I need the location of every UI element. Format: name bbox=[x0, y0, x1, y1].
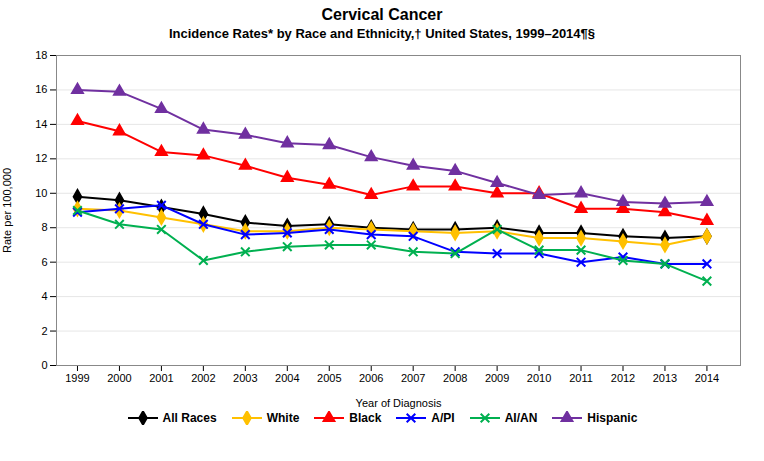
svg-text:2: 2 bbox=[41, 325, 47, 337]
svg-text:2006: 2006 bbox=[359, 372, 383, 384]
svg-text:16: 16 bbox=[35, 83, 47, 95]
svg-text:2014: 2014 bbox=[695, 372, 719, 384]
svg-text:2013: 2013 bbox=[653, 372, 677, 384]
svg-text:12: 12 bbox=[35, 152, 47, 164]
html-text:Incidence Rates* by Race and E: Incidence Rates* by Race and Ethnicity,†… bbox=[169, 26, 595, 41]
svg-text:10: 10 bbox=[35, 187, 47, 199]
svg-text:2010: 2010 bbox=[527, 372, 551, 384]
svg-text:2005: 2005 bbox=[317, 372, 341, 384]
html-text:Cervical Cancer: Cervical Cancer bbox=[321, 6, 443, 23]
html-text:Black: Black bbox=[349, 411, 382, 425]
svg-text:2007: 2007 bbox=[401, 372, 425, 384]
svg-text:6: 6 bbox=[41, 256, 47, 268]
html-text:A/PI: A/PI bbox=[431, 411, 455, 425]
svg-text:Rate per 100,000: Rate per 100,000 bbox=[1, 168, 13, 253]
svg-text:2001: 2001 bbox=[149, 372, 173, 384]
html-text:White: White bbox=[266, 411, 300, 425]
svg-text:Year of Diagnosis: Year of Diagnosis bbox=[356, 397, 442, 409]
svg-text:8: 8 bbox=[41, 221, 47, 233]
svg-text:2012: 2012 bbox=[611, 372, 635, 384]
svg-text:2003: 2003 bbox=[233, 372, 257, 384]
svg-text:0: 0 bbox=[41, 359, 47, 371]
svg-text:2004: 2004 bbox=[275, 372, 299, 384]
svg-text:2011: 2011 bbox=[569, 372, 593, 384]
html-text:All Races: All Races bbox=[162, 411, 217, 425]
svg-text:2000: 2000 bbox=[107, 372, 131, 384]
svg-text:2002: 2002 bbox=[191, 372, 215, 384]
svg-text:4: 4 bbox=[41, 290, 47, 302]
html-text:Hispanic: Hispanic bbox=[587, 411, 638, 425]
svg-text:18: 18 bbox=[35, 49, 47, 61]
svg-text:2008: 2008 bbox=[443, 372, 467, 384]
svg-text:1999: 1999 bbox=[65, 372, 89, 384]
svg-text:14: 14 bbox=[35, 118, 47, 130]
html-text:AI/AN: AI/AN bbox=[504, 411, 538, 425]
svg-text:2009: 2009 bbox=[485, 372, 509, 384]
